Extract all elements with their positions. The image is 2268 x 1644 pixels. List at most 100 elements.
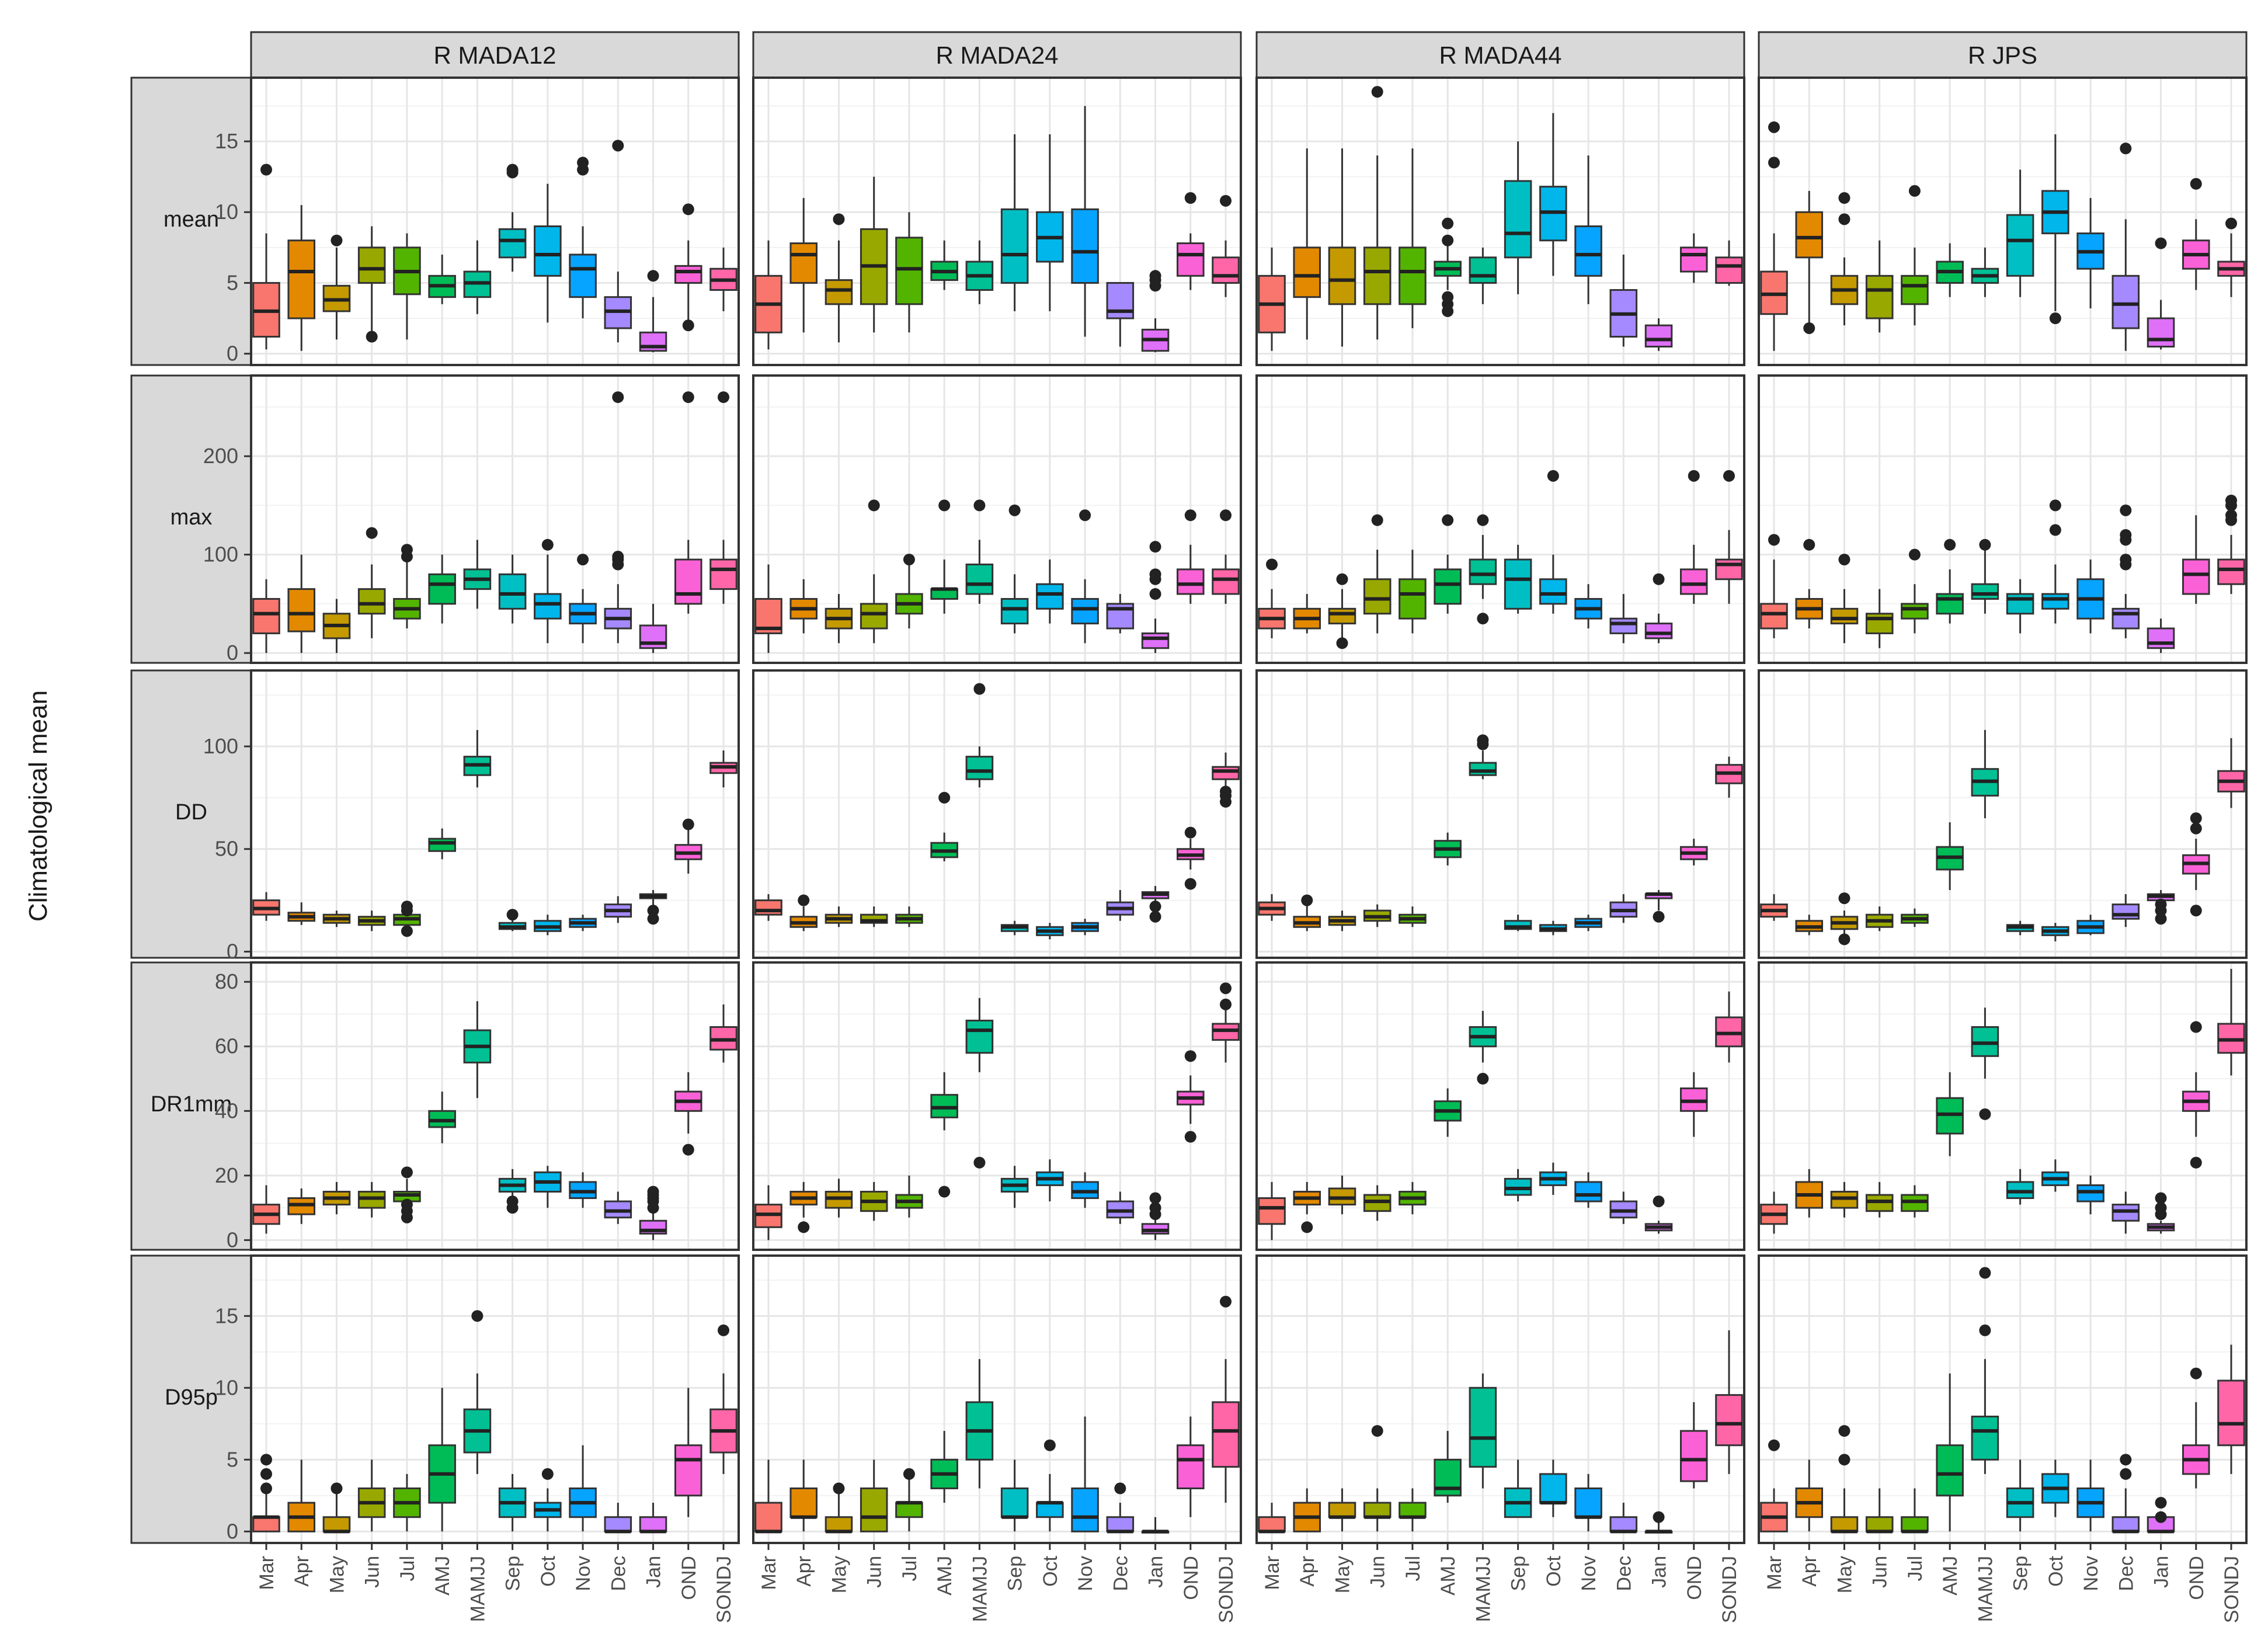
box-OND [2182, 515, 2210, 604]
box-MAMJJ [965, 683, 994, 788]
box-Apr [1293, 148, 1321, 340]
box-May [1830, 1425, 1859, 1534]
outlier-point [260, 1482, 272, 1494]
box-May [322, 1181, 351, 1215]
box-AMJ [1434, 514, 1462, 614]
outlier-point [833, 213, 845, 225]
box-Nov [1574, 584, 1602, 629]
box-Jun [860, 906, 888, 927]
outlier-point [2155, 1511, 2167, 1523]
panel-background [1257, 962, 1744, 1250]
box-Jun [1363, 86, 1392, 340]
box-Oct [534, 1166, 562, 1208]
outlier-point [1653, 1195, 1665, 1208]
box-body [1071, 597, 1099, 625]
facet-panel [752, 77, 1242, 366]
box-SONDJ [709, 750, 738, 788]
outlier-point [938, 1186, 951, 1198]
y-tick-label: 10 [215, 1375, 238, 1399]
x-tick-label: MAMJJ [1974, 1556, 1996, 1622]
x-tick-label: Oct [1543, 1555, 1565, 1586]
x-tick-label: May [1331, 1556, 1354, 1593]
x-tick-label: SONDJ [1215, 1556, 1237, 1623]
panel-border [1255, 77, 1745, 366]
outlier-point [1688, 470, 1700, 482]
x-tick-label: Jul [396, 1556, 419, 1581]
box-body [1363, 578, 1392, 615]
outlier-point [1008, 504, 1021, 516]
box-MAMJJ [463, 240, 492, 314]
box-Jun [357, 910, 386, 932]
box-Sep [498, 909, 527, 932]
facet-strip-row [130, 669, 252, 959]
box-body [1328, 246, 1356, 305]
box-AMJ [1434, 1431, 1462, 1503]
outlier-point [2155, 898, 2167, 910]
box-Mar [252, 1185, 280, 1234]
box-body [1865, 613, 1894, 634]
box-Jan [1141, 1192, 1170, 1240]
facet-panel [752, 1254, 1242, 1544]
x-tick-label: AMJ [934, 1556, 956, 1596]
outlier-point [903, 554, 915, 566]
panel-background [1257, 1256, 1744, 1543]
outlier-point [2190, 905, 2202, 917]
box-Dec [604, 140, 632, 343]
outlier-point [331, 1482, 343, 1494]
box-Mar [1760, 1439, 1788, 1532]
box-Nov [1071, 509, 1099, 644]
box-body [825, 279, 853, 305]
x-tick-label: Jul [899, 1556, 921, 1581]
box-Oct [1036, 559, 1064, 624]
x-tick-label: Jun [1869, 1556, 1891, 1588]
box-MAMJJ [965, 240, 994, 304]
box-Dec [2112, 142, 2140, 351]
box-Jan [639, 1186, 667, 1240]
box-Jan [2147, 1497, 2175, 1534]
x-tick-label: MAMJJ [467, 1556, 489, 1622]
panel-border [1758, 77, 2248, 366]
box-body [569, 253, 597, 298]
outlier-point [541, 1468, 554, 1480]
y-tick-label: 100 [203, 734, 238, 758]
x-tick-label: Sep [1508, 1556, 1530, 1591]
box-Jan [639, 603, 667, 654]
box-Jul [1399, 1181, 1427, 1215]
facet-strip-row [130, 77, 252, 366]
box-AMJ [930, 499, 958, 614]
box-body [1469, 558, 1497, 585]
outlier-point [1803, 538, 1815, 551]
panels-layer: R MADA12 R MADA24 R MADA44 R JPS mean 0 5 10 15 m… [130, 31, 2248, 1623]
facet-panel [250, 961, 740, 1251]
x-tick-label: Dec [2115, 1556, 2137, 1591]
box-MAMJJ [1971, 729, 1999, 819]
box-Apr [1293, 1488, 1321, 1532]
outlier-point [401, 925, 413, 937]
panel-border [752, 77, 1242, 366]
outlier-point [1979, 538, 1991, 551]
box-OND [1176, 1050, 1205, 1143]
box-May [825, 1482, 853, 1534]
facet-panel [1758, 374, 2248, 664]
box-body [1071, 208, 1099, 284]
box-MAMJJ [1971, 1007, 1999, 1120]
box-Oct [1036, 134, 1064, 311]
outlier-point [260, 164, 272, 176]
box-Sep [498, 1169, 527, 1214]
x-tick-label: Mar [256, 1556, 278, 1590]
box-Apr [1795, 190, 1824, 334]
box-Jan [1141, 1517, 1170, 1534]
x-tick-label: OND [1683, 1556, 1706, 1600]
box-Dec [1609, 254, 1638, 347]
outlier-point [1371, 86, 1383, 98]
box-Sep [1504, 544, 1532, 614]
x-tick-label: Jun [864, 1556, 886, 1588]
box-Oct [534, 538, 562, 644]
box-body [1574, 1181, 1602, 1202]
box-Oct [534, 915, 562, 936]
box-Dec [1106, 1482, 1135, 1534]
box-body [965, 756, 994, 780]
outlier-point [973, 1156, 986, 1169]
x-tick-label: Jun [1367, 1556, 1389, 1588]
